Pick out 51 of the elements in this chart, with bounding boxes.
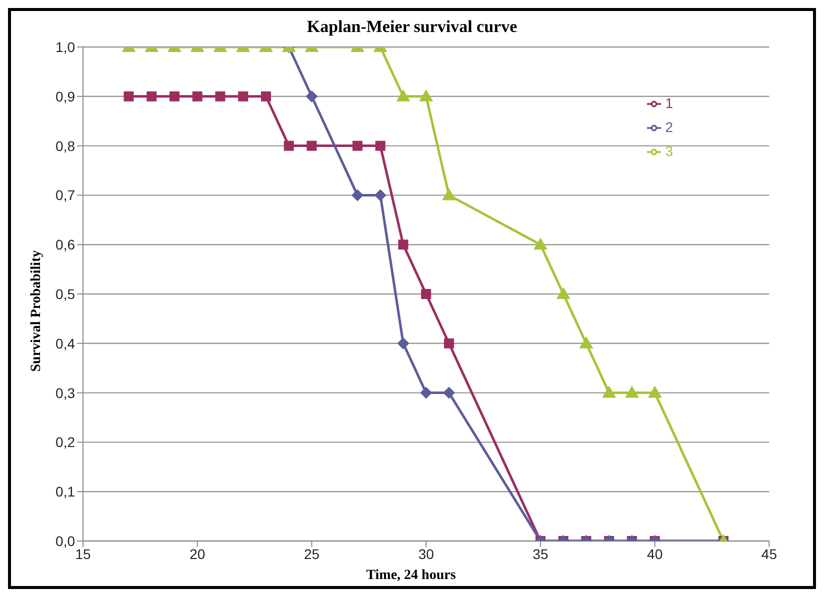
point [421,289,432,299]
y-tick-label: 0,0 [56,532,76,549]
legend-label: 3 [665,143,673,159]
x-tick-label: 15 [75,546,91,562]
y-tick-label: 0,3 [56,384,76,401]
y-axis-title: Survival Probability [29,250,45,372]
legend-label: 2 [665,119,673,135]
point [442,386,455,399]
chart-title: Kaplan-Meier survival curve [306,17,518,37]
point [420,386,432,399]
y-tick-label: 0,9 [56,88,76,104]
point [556,287,570,299]
point [397,337,410,350]
x-tick-label: 45 [761,546,778,562]
x-tick-label: 25 [304,546,320,562]
x-tick-label: 30 [418,546,434,562]
point [169,91,180,102]
legend-label: 1 [665,95,673,111]
point [306,90,318,102]
y-tick-label: 0,1 [56,484,76,500]
y-tick-label: 0,4 [56,335,76,352]
y-tick-label: 0,6 [56,236,76,253]
y-tick-label: 0,8 [56,138,76,154]
y-tick-label: 0,2 [56,434,76,450]
point [624,386,639,398]
x-tick-label: 35 [532,546,548,562]
point [260,91,271,102]
x-tick-label: 20 [190,546,206,562]
point [648,386,662,398]
point [398,240,408,250]
y-tick-label: 1,0 [56,38,76,55]
point [442,188,456,200]
x-axis-title: Time, 24 hours [365,568,457,584]
point [192,91,202,102]
point [238,91,248,102]
point [602,386,616,398]
point [352,140,362,151]
point [444,338,454,348]
point [146,91,157,102]
y-tick-label: 0,7 [56,187,76,204]
point [124,91,134,102]
point [375,140,386,151]
x-tick-label: 40 [647,546,663,562]
y-tick-label: 0,5 [56,286,76,302]
point [306,140,317,151]
point [533,238,548,250]
point [215,91,226,102]
point [351,189,364,202]
point [579,336,594,348]
point [284,140,294,151]
point [374,189,386,202]
